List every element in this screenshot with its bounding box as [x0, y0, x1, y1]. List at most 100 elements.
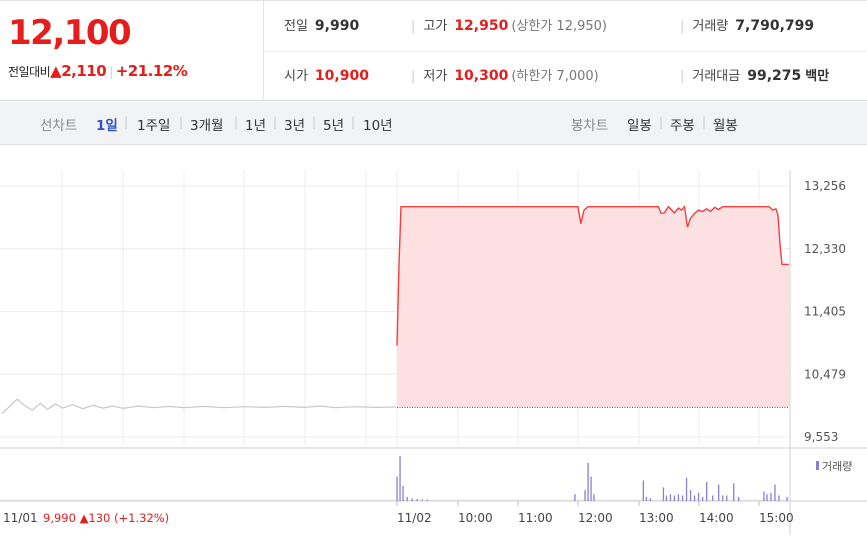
y-tick-label: 12,330 — [804, 242, 846, 256]
volume: | 거래량 7,790,799 — [680, 15, 814, 34]
tab-3y[interactable]: 3년 — [284, 118, 306, 134]
volume-bar — [722, 495, 724, 501]
volume-bar — [645, 496, 647, 501]
volume-bar — [778, 495, 780, 501]
y-tick-label: 11,405 — [804, 305, 846, 319]
volume-bar — [411, 498, 413, 501]
tab-1y[interactable]: 1년 — [245, 118, 267, 134]
candle-chart-label: 봉차트 — [571, 118, 609, 134]
volume-bar — [421, 499, 423, 501]
volume-bar — [718, 484, 720, 501]
low-label: 저가 — [423, 69, 448, 84]
volume-legend-label: 거래량 — [822, 460, 852, 473]
upper-limit: (상한가 12,950) — [511, 19, 607, 34]
volume-legend-swatch — [816, 461, 819, 470]
open-value: 10,900 — [314, 68, 369, 84]
volume-bar — [681, 495, 684, 501]
volume-bar — [584, 490, 586, 501]
volume-bar — [689, 490, 692, 501]
price-change: 전일대비▲2,110 | +21.12% — [8, 62, 188, 80]
volume-bar — [416, 499, 418, 501]
divider: | — [411, 69, 416, 84]
volume-bar — [685, 477, 688, 501]
divider: | — [124, 115, 129, 129]
volume-bar — [406, 496, 408, 501]
divider: | — [351, 115, 356, 129]
low-price: | 저가 10,300 (하한가 7,000) — [411, 65, 599, 84]
x-tick-label: 11/02 — [397, 511, 432, 525]
divider: | — [411, 19, 416, 34]
open-price: 시가 10,900 — [284, 65, 369, 84]
volume-bar — [697, 492, 700, 501]
high-value: 12,950 — [454, 18, 509, 34]
price-box: 12,100 전일대비▲2,110 | +21.12% — [0, 1, 264, 101]
volume-bar — [774, 484, 776, 501]
volume-bar — [766, 494, 768, 501]
y-tick-label: 13,256 — [804, 179, 846, 193]
volume-bar — [402, 486, 404, 501]
trade-value-value: 99,275 — [747, 68, 802, 84]
divider: | — [659, 115, 664, 129]
volume-bar — [590, 476, 592, 501]
trade-value-label: 거래대금 — [692, 69, 741, 84]
change-percent: +21.12% — [115, 62, 188, 80]
tab-5y[interactable]: 5년 — [323, 118, 345, 134]
volume-bar — [574, 494, 576, 501]
volume-bar — [399, 456, 401, 501]
price-chart: 13,256 12,330 11,405 10,479 9,553 거래량 11/02 10:… — [0, 170, 867, 535]
volume-bar — [786, 496, 788, 501]
stats-row-2: 시가 10,900 | 저가 10,300 (하한가 7,000) | 거래대금 99,27… — [264, 51, 867, 101]
x-tick-label: 12:00 — [578, 511, 613, 525]
divider: | — [680, 69, 685, 84]
volume-bar — [396, 476, 398, 501]
volume-bar — [593, 494, 595, 501]
today-line — [396, 205, 789, 346]
volume-bar — [662, 487, 665, 501]
volume-bar — [677, 494, 680, 501]
change-value: 2,110 — [61, 62, 107, 80]
stock-summary: 12,100 전일대비▲2,110 | +21.12% 전일 9,990 | 고가 12,… — [0, 0, 867, 101]
up-arrow-icon: ▲ — [50, 62, 62, 80]
prev-close-label: 전일 — [284, 19, 308, 34]
tab-3m[interactable]: 3개월 — [190, 118, 224, 134]
y-tick-label: 10,479 — [804, 367, 846, 381]
trade-value: | 거래대금 99,275 백만 — [680, 65, 829, 84]
x-tick-label: 11:00 — [518, 511, 553, 525]
volume-bar — [642, 480, 644, 501]
volume-bar — [693, 495, 696, 501]
volume-bar — [673, 495, 676, 501]
tab-1d[interactable]: 1일 — [96, 118, 118, 134]
volume-bar — [665, 495, 668, 501]
volume-bar — [587, 462, 589, 501]
divider: | — [273, 115, 278, 129]
stats-row-1: 전일 9,990 | 고가 12,950 (상한가 12,950) | 거래량 7,790,… — [264, 1, 867, 52]
chart-tabs: 선차트 1일 | 1주일 | 3개월 | 1년 | 3년 | 5년 | 10년 … — [0, 102, 867, 145]
prev-close: 전일 9,990 — [284, 15, 359, 34]
prev-close-value: 9,990 — [314, 18, 360, 34]
low-value: 10,300 — [454, 68, 509, 84]
volume-bar — [733, 483, 735, 501]
volume-value: 7,790,799 — [735, 18, 815, 34]
tab-daily[interactable]: 일봉 — [627, 118, 652, 134]
prev-day-line — [1, 398, 397, 414]
divider: | — [312, 115, 317, 129]
tab-10y[interactable]: 10년 — [363, 118, 393, 134]
trade-value-unit: 백만 — [805, 69, 830, 84]
volume-bar — [669, 494, 672, 501]
tab-weekly[interactable]: 주봉 — [670, 118, 695, 134]
volume-bar — [726, 495, 728, 501]
x-tick-label: 13:00 — [639, 511, 674, 525]
volume-bar — [706, 481, 708, 501]
volume-bar — [712, 495, 714, 501]
prev-day-close-label: 9,990 ▲130 (+1.32%) — [43, 511, 169, 525]
volume-bar — [763, 491, 765, 501]
tab-monthly[interactable]: 월봉 — [713, 118, 738, 134]
stats-grid: 전일 9,990 | 고가 12,950 (상한가 12,950) | 거래량 7,790,… — [264, 1, 867, 101]
current-price: 12,100 — [8, 13, 132, 53]
tab-1w[interactable]: 1주일 — [137, 118, 171, 134]
lower-limit: (하한가 7,000) — [511, 69, 599, 84]
prev-day-date-label: 11/01 — [3, 511, 38, 525]
divider: | — [109, 65, 113, 79]
x-tick-label: 10:00 — [458, 511, 493, 525]
volume-bar — [702, 496, 704, 501]
